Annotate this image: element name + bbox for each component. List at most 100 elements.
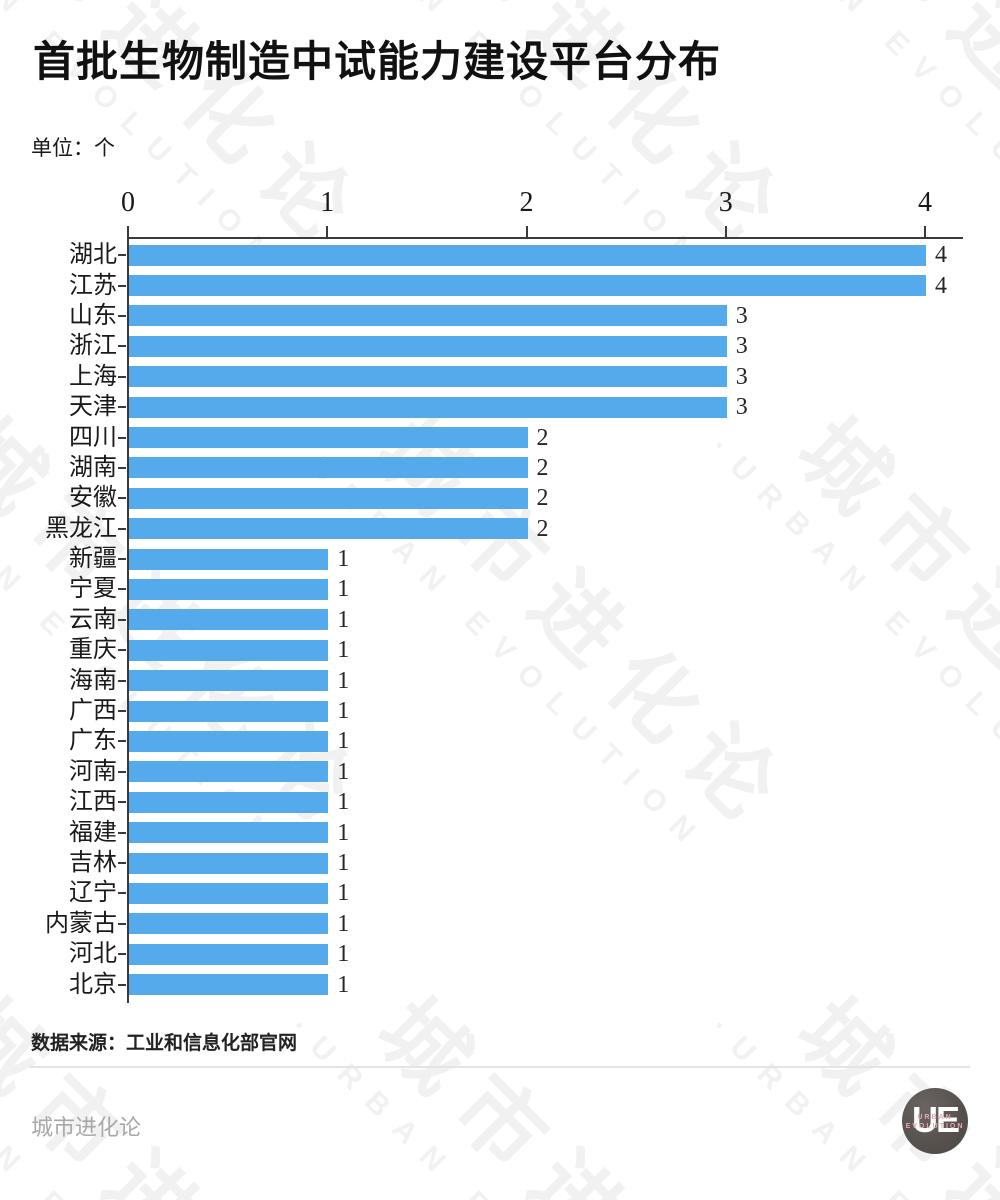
x-tick-mark [127, 226, 129, 238]
x-tick-mark [326, 226, 329, 238]
category-label: 广东 [69, 728, 117, 755]
value-label: 3 [735, 302, 748, 329]
category-label: 重庆 [69, 637, 117, 664]
x-tick-label: 0 [121, 187, 135, 218]
bar-row: 海南 1 [0, 665, 1000, 695]
bar [129, 609, 329, 631]
y-tick-mark [118, 375, 126, 378]
x-axis-line [127, 237, 963, 239]
y-tick-mark [118, 618, 126, 621]
category-label: 辽宁 [69, 880, 117, 907]
bar-row: 云南 1 [0, 605, 1000, 635]
value-label: 2 [536, 485, 549, 512]
bar [129, 244, 926, 266]
bar [129, 639, 329, 661]
y-tick-mark [118, 406, 126, 409]
category-label: 河南 [69, 758, 117, 785]
x-tick-label: 3 [718, 187, 733, 218]
footer-divider [30, 1066, 970, 1068]
value-label: 1 [337, 941, 350, 968]
bar-row: 湖南 2 [0, 453, 1000, 483]
bar-row: 内蒙古 1 [0, 909, 1000, 939]
bar [129, 548, 329, 570]
value-label: 2 [536, 424, 549, 451]
bar-row: 北京 1 [0, 969, 1000, 999]
bar-row: 吉林 1 [0, 848, 1000, 878]
x-tick-mark [924, 226, 926, 238]
bar [129, 852, 329, 874]
value-label: 2 [536, 454, 549, 481]
value-label: 1 [337, 637, 350, 664]
category-label: 云南 [69, 606, 117, 633]
y-tick-mark [118, 649, 126, 652]
category-label: 新疆 [69, 546, 117, 573]
y-tick-mark [118, 831, 126, 834]
y-tick-mark [118, 588, 126, 591]
bar [129, 305, 727, 327]
bar-row: 江西 1 [0, 787, 1000, 817]
value-label: 1 [337, 546, 350, 573]
bar-row: 安徽 2 [0, 483, 1000, 513]
bar [129, 822, 329, 844]
y-tick-mark [118, 740, 126, 743]
category-label: 湖北 [69, 242, 117, 269]
unit-label: 单位：个 [31, 136, 115, 160]
logo-text-line1: URBAN [917, 1114, 953, 1121]
category-label: 江苏 [69, 272, 117, 299]
value-label: 1 [337, 819, 350, 846]
source-note: 数据来源：工业和信息化部官网 [31, 1033, 298, 1054]
category-label: 湖南 [69, 454, 117, 481]
x-tick-mark [525, 226, 528, 238]
bar-row: 河南 1 [0, 757, 1000, 787]
y-tick-mark [118, 770, 126, 773]
bar-row: 福建 1 [0, 817, 1000, 847]
bar [129, 366, 727, 388]
bar [129, 427, 528, 449]
bar [129, 974, 329, 996]
category-label: 宁夏 [69, 576, 117, 603]
x-tick-label: 2 [519, 187, 534, 218]
category-label: 四川 [69, 424, 117, 451]
value-label: 4 [935, 242, 947, 269]
value-label: 1 [337, 789, 350, 816]
y-tick-mark [118, 558, 126, 561]
category-label: 吉林 [69, 850, 117, 876]
page-title: 首批生物制造中试能力建设平台分布 [33, 40, 722, 86]
y-tick-mark [118, 527, 126, 530]
bar [129, 578, 329, 600]
y-axis-line [127, 237, 129, 1003]
bar-row: 广西 1 [0, 696, 1000, 726]
value-label: 1 [337, 728, 350, 755]
bar-rows: 湖北 4 江苏 4 山东 3 浙江 3 上海 3 天津 3 四川 2 湖南 2 安徽 2 黑龙江 2 新疆 1 宁夏 1 云南 1… [0, 240, 1000, 1000]
category-label: 天津 [69, 394, 117, 421]
value-label: 1 [337, 971, 350, 998]
bar-row: 湖北 4 [0, 240, 1000, 270]
bar-row: 新疆 1 [0, 544, 1000, 574]
value-label: 1 [337, 606, 350, 633]
value-label: 2 [536, 515, 549, 542]
y-tick-mark [118, 254, 126, 257]
category-label: 山东 [69, 302, 117, 329]
value-label: 1 [337, 576, 350, 603]
bar [129, 335, 727, 357]
y-tick-mark [118, 679, 126, 682]
bar [129, 396, 727, 418]
y-tick-mark [118, 953, 126, 956]
y-tick-mark [118, 497, 126, 500]
category-label: 北京 [69, 971, 117, 998]
category-label: 黑龙江 [45, 515, 117, 542]
value-label: 1 [337, 880, 350, 907]
bar-row: 河北 1 [0, 939, 1000, 969]
bar [129, 275, 926, 297]
bar [129, 791, 329, 813]
bar-row: 重庆 1 [0, 635, 1000, 665]
y-tick-mark [118, 983, 126, 986]
value-label: 1 [337, 910, 350, 937]
bar [129, 457, 528, 479]
bar [129, 487, 528, 509]
bar [129, 882, 329, 904]
y-tick-mark [118, 284, 126, 287]
value-label: 1 [337, 850, 350, 876]
